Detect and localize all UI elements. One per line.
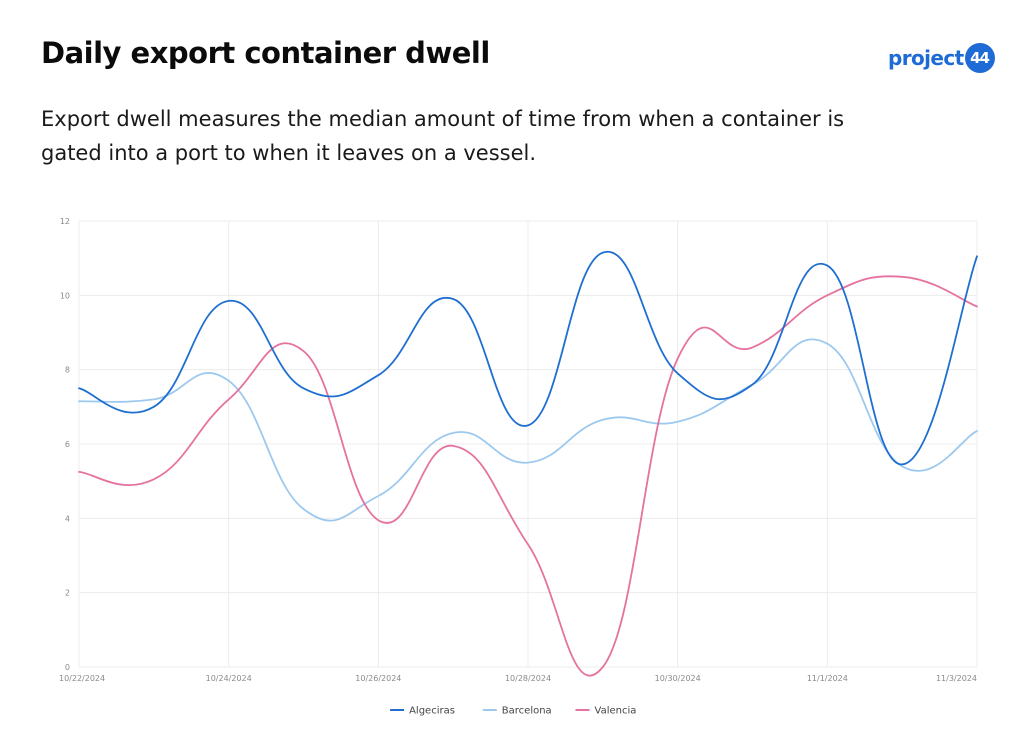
- y-tick-label: 0: [65, 663, 70, 672]
- chart-subtitle: Export dwell measures the median amount …: [41, 107, 845, 165]
- x-tick-label: 10/22/2024: [59, 674, 105, 683]
- y-tick-label: 10: [60, 291, 70, 300]
- legend[interactable]: Algeciras Barcelona Valencia: [390, 706, 636, 717]
- x-tick-label: 10/26/2024: [355, 674, 401, 683]
- chart-title: Daily export container dwell: [41, 36, 490, 70]
- series-line-algeciras: [78, 250, 978, 466]
- series-line-barcelona: [78, 338, 978, 522]
- y-tick-label: 6: [65, 440, 70, 449]
- y-tick-label: 12: [60, 217, 70, 226]
- logo-text: project: [888, 46, 964, 70]
- y-axis-ticks: 0 2 4 6 8 10 12: [60, 217, 70, 672]
- legend-item-barcelona[interactable]: Barcelona: [482, 706, 552, 717]
- x-tick-label: 10/28/2024: [505, 674, 551, 683]
- project44-logo: project 44: [888, 39, 995, 77]
- x-axis-ticks: 10/22/2024 10/24/2024 10/26/2024 10/28/2024…: [59, 674, 977, 683]
- series-lines: [78, 250, 978, 677]
- x-tick-label: 10/30/2024: [655, 674, 701, 683]
- y-tick-label: 2: [65, 589, 70, 598]
- legend-label-valencia: Valencia: [595, 706, 637, 717]
- legend-item-algeciras[interactable]: Algeciras: [390, 706, 455, 717]
- x-tick-label: 10/24/2024: [206, 674, 252, 683]
- y-tick-label: 8: [65, 366, 70, 375]
- y-tick-label: 4: [65, 514, 70, 523]
- legend-label-barcelona: Barcelona: [502, 706, 552, 717]
- series-line-valencia: [78, 275, 978, 677]
- x-tick-label: 11/1/2024: [807, 674, 848, 683]
- legend-item-valencia[interactable]: Valencia: [575, 706, 637, 717]
- legend-label-algeciras: Algeciras: [409, 706, 455, 717]
- logo-badge: 44: [964, 43, 995, 73]
- x-tick-label: 11/3/2024: [936, 674, 977, 683]
